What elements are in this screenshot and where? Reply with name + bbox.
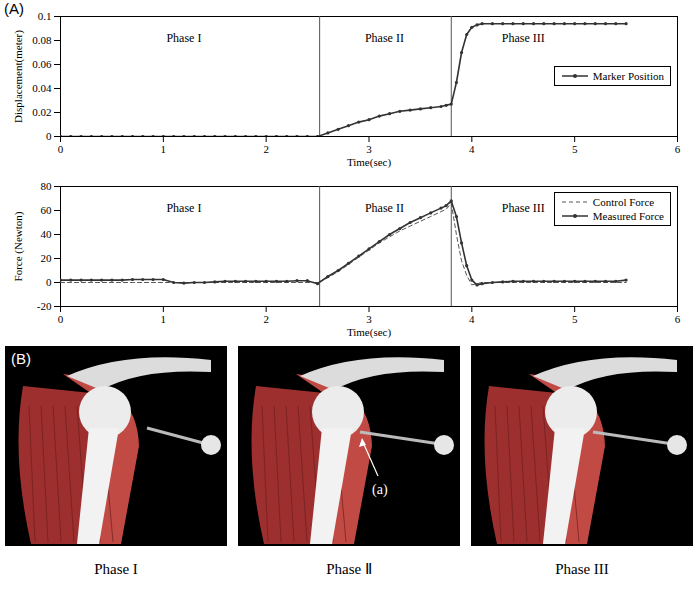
- svg-text:6: 6: [675, 143, 681, 155]
- svg-text:4: 4: [469, 143, 475, 155]
- svg-text:80: 80: [41, 180, 53, 192]
- svg-text:Phase II: Phase II: [365, 31, 404, 45]
- svg-text:1: 1: [161, 313, 167, 325]
- svg-text:Phase Ⅱ: Phase Ⅱ: [326, 561, 372, 577]
- svg-text:Time(sec): Time(sec): [347, 156, 392, 169]
- svg-text:Phase I: Phase I: [166, 31, 201, 45]
- svg-text:(a): (a): [372, 482, 388, 498]
- html-text:Measured Force: Measured Force: [592, 210, 664, 222]
- svg-text:Displacement(meter): Displacement(meter): [12, 30, 25, 123]
- svg-text:3: 3: [366, 313, 372, 325]
- svg-text:0.08: 0.08: [32, 34, 52, 46]
- svg-text:3: 3: [366, 143, 372, 155]
- svg-text:20: 20: [41, 252, 53, 264]
- svg-text:0: 0: [58, 143, 64, 155]
- svg-text:4: 4: [469, 313, 475, 325]
- svg-text:0.06: 0.06: [32, 58, 52, 70]
- svg-text:0: 0: [58, 313, 64, 325]
- svg-text:Time(sec): Time(sec): [347, 326, 392, 339]
- svg-text:60: 60: [41, 204, 53, 216]
- svg-text:40: 40: [41, 228, 53, 240]
- svg-text:-20: -20: [37, 300, 52, 312]
- svg-text:Phase I: Phase I: [166, 201, 201, 215]
- svg-text:1: 1: [161, 143, 167, 155]
- html-text:Control Force: Control Force: [592, 196, 655, 208]
- svg-text:2: 2: [263, 313, 269, 325]
- svg-text:Phase III: Phase III: [555, 561, 609, 577]
- svg-text:0: 0: [46, 130, 52, 142]
- svg-text:0: 0: [46, 276, 52, 288]
- svg-text:Phase I: Phase I: [94, 561, 138, 577]
- svg-text:0.04: 0.04: [32, 82, 52, 94]
- svg-text:5: 5: [572, 313, 578, 325]
- svg-text:Phase III: Phase III: [502, 31, 545, 45]
- svg-text:Force (Newton): Force (Newton): [12, 211, 25, 281]
- svg-text:Phase III: Phase III: [502, 201, 545, 215]
- svg-text:6: 6: [675, 313, 681, 325]
- html-text:(A): (A): [4, 0, 24, 17]
- svg-text:0.1: 0.1: [38, 10, 52, 22]
- html-text:Marker Position: Marker Position: [592, 70, 664, 82]
- svg-text:0.02: 0.02: [32, 106, 51, 118]
- svg-text:Phase II: Phase II: [365, 201, 404, 215]
- svg-text:2: 2: [263, 143, 269, 155]
- svg-text:5: 5: [572, 143, 578, 155]
- svg-text:(B): (B): [11, 350, 31, 367]
